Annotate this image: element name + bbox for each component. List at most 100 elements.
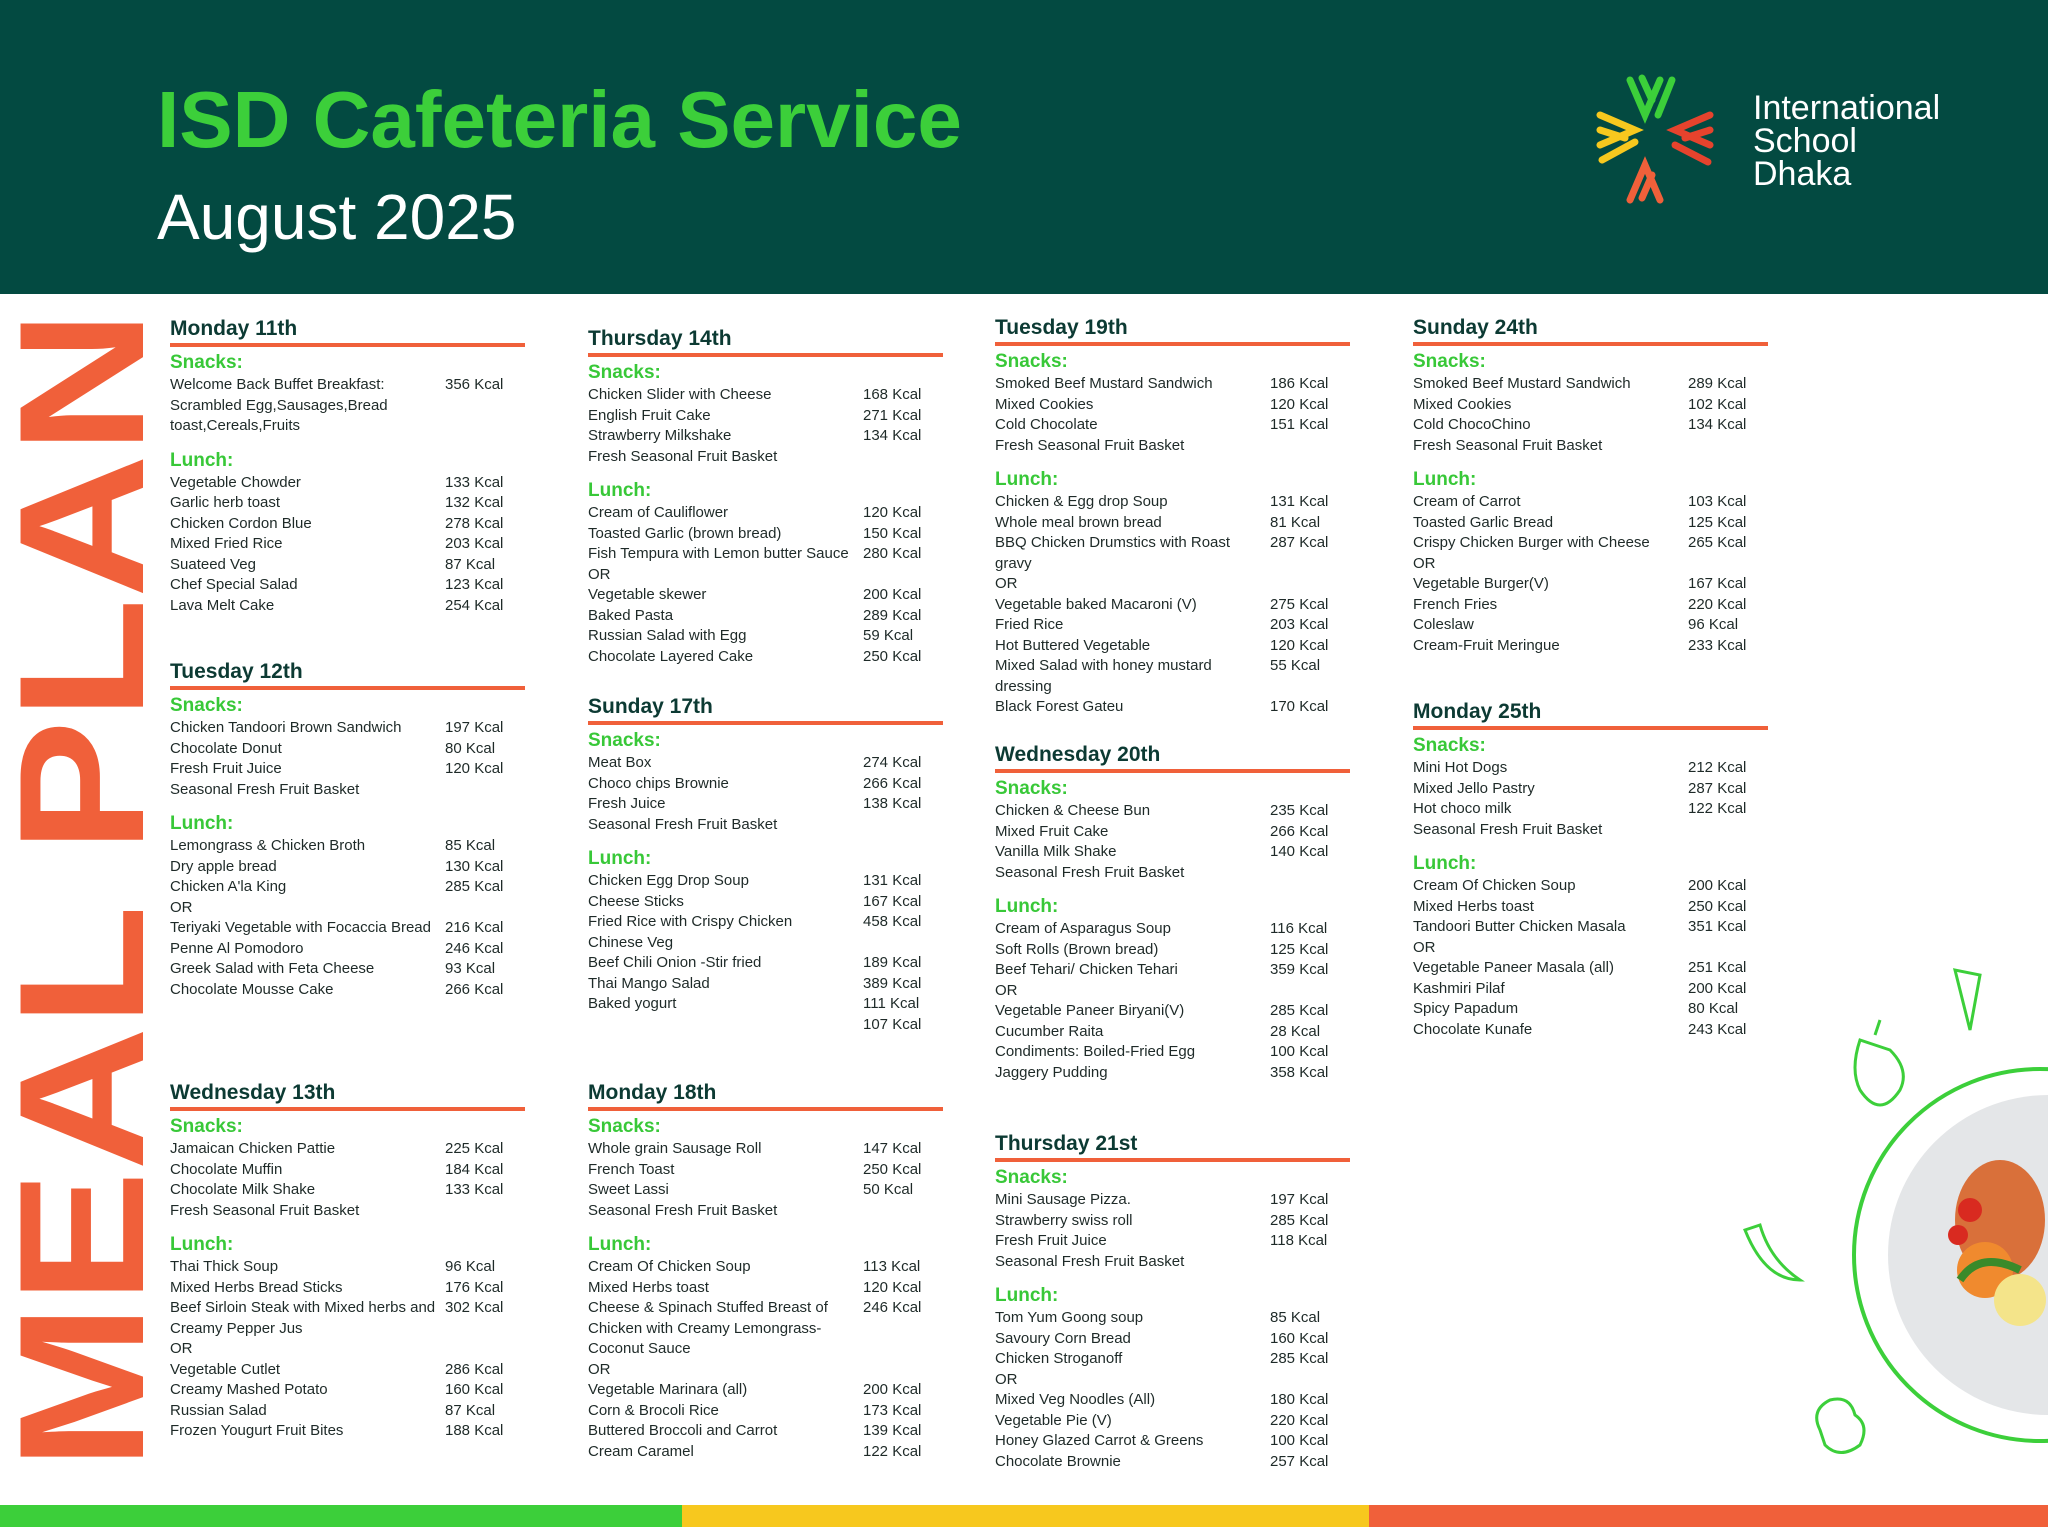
menu-kcal: 289 Kcal (863, 606, 922, 624)
menu-row: Corn & Brocoli Rice 173 Kcal (588, 1401, 943, 1422)
menu-item: Whole grain Sausage Roll (588, 1140, 762, 1157)
snacks-label: Snacks: (995, 351, 1068, 372)
menu-row: Chocolate Layered Cake 250 Kcal (588, 647, 943, 668)
menu-kcal: 220 Kcal (1688, 595, 1747, 613)
menu-row: Cold ChocoChino 134 Kcal (1413, 415, 1768, 436)
menu-row: Toasted Garlic Bread 125 Kcal (1413, 513, 1768, 534)
menu-row: Chicken Egg Drop Soup 131 Kcal (588, 871, 943, 892)
day-block: Monday 25th Snacks: Mini Hot Dogs 212 Kcal M… (1413, 700, 1768, 1040)
menu-row: Russian Salad 87 Kcal (170, 1401, 525, 1422)
menu-item: Mixed Fried Rice (170, 535, 283, 552)
menu-kcal: 55 Kcal (1270, 657, 1321, 674)
menu-kcal: 200 Kcal (863, 586, 922, 603)
menu-kcal: 389 Kcal (863, 974, 922, 992)
menu-row: Chicken Slider with Cheese 168 Kcal (588, 385, 943, 406)
menu-item: Chocolate Milk Shake (170, 1181, 316, 1198)
menu-item: Cream Caramel (588, 1442, 694, 1460)
lunch-label: Lunch: (995, 1285, 1059, 1306)
menu-item: Russian Salad (170, 1401, 267, 1419)
menu-row: Chocolate Donut 80 Kcal (170, 739, 525, 760)
menu-item: Fresh Seasonal Fruit Basket (170, 1201, 360, 1219)
menu-row: 107 Kcal (588, 1015, 943, 1036)
menu-row: Chocolate Kunafe 243 Kcal (1413, 1020, 1768, 1041)
menu-item: Beef Tehari/ Chicken Tehari (995, 961, 1178, 978)
menu-item: Cold ChocoChino (1413, 416, 1531, 433)
menu-row: Vegetable Burger(V) 167 Kcal (1413, 574, 1768, 595)
menu-kcal: 173 Kcal (863, 1401, 922, 1419)
menu-item: Crispy Chicken Burger with Cheese (1413, 534, 1650, 551)
menu-row: Vegetable Cutlet 286 Kcal (170, 1360, 525, 1381)
menu-row: Cream of Asparagus Soup 116 Kcal (995, 919, 1350, 940)
menu-row: Thai Thick Soup 96 Kcal (170, 1257, 525, 1278)
menu-row: Mixed Fried Rice 203 Kcal (170, 534, 525, 555)
menu-row: Seasonal Fresh Fruit Basket (995, 863, 1350, 884)
menu-kcal: 131 Kcal (863, 872, 922, 889)
day-rule (995, 769, 1350, 773)
menu-kcal: 220 Kcal (1270, 1411, 1329, 1429)
snacks-label: Snacks: (588, 362, 661, 383)
menu-row: Choco chips Brownie 266 Kcal (588, 774, 943, 795)
menu-item: Baked Pasta (588, 606, 674, 624)
menu-kcal: 50 Kcal (863, 1181, 914, 1198)
menu-row: Condiments: Boiled-Fried Egg 100 Kcal (995, 1042, 1350, 1063)
logo-text: International School Dhaka (1753, 91, 1940, 193)
menu-item: Mixed Herbs toast (1413, 897, 1534, 915)
menu-kcal: 160 Kcal (445, 1381, 504, 1398)
menu-row: Toasted Garlic (brown bread) 150 Kcal (588, 524, 943, 545)
menu-item: Vegetable Marinara (all) (588, 1381, 748, 1398)
menu-kcal: 200 Kcal (863, 1381, 922, 1398)
menu-row: OR (995, 1370, 1350, 1391)
menu-item: Penne Al Pomodoro (170, 939, 304, 957)
day-block: Tuesday 19th Snacks: Smoked Beef Mustard S… (995, 316, 1350, 718)
menu-item: Meat Box (588, 754, 652, 771)
menu-item: Toasted Garlic Bread (1413, 513, 1554, 531)
logo-line: Dhaka (1753, 155, 1852, 193)
menu-row: Cheese Sticks 167 Kcal (588, 892, 943, 913)
menu-item: Honey Glazed Carrot & Greens (995, 1432, 1204, 1449)
day-title: Monday 25th (1413, 700, 1542, 723)
menu-item: Russian Salad with Egg (588, 627, 747, 644)
menu-kcal: 188 Kcal (445, 1422, 504, 1439)
menu-item: Seasonal Fresh Fruit Basket (588, 1201, 778, 1219)
menu-item: Savoury Corn Bread (995, 1329, 1131, 1347)
lunch-label: Lunch: (170, 813, 234, 834)
menu-row: Hot Buttered Vegetable 120 Kcal (995, 636, 1350, 657)
food-illustration (1743, 968, 2048, 1454)
menu-row: Lava Melt Cake 254 Kcal (170, 596, 525, 617)
menu-kcal: 285 Kcal (1270, 1211, 1329, 1229)
lunch-label: Lunch: (1413, 469, 1477, 490)
menu-row: Tom Yum Goong soup 85 Kcal (995, 1308, 1350, 1329)
menu-kcal: 359 Kcal (1270, 961, 1329, 978)
menu-row: Vegetable Pie (V) 220 Kcal (995, 1411, 1350, 1432)
menu-item: Vegetable Burger(V) (1413, 575, 1549, 592)
menu-item: BBQ Chicken Drumstics with Roast gravy (995, 534, 1231, 572)
menu-item: Chocolate Donut (170, 739, 282, 757)
menu-row: Chinese Veg (588, 933, 943, 954)
menu-item: Vegetable Paneer Biryani(V) (995, 1002, 1185, 1019)
day-block: Thursday 21st Snacks: Mini Sausage Pizza. 1… (995, 1132, 1350, 1472)
menu-row: Coleslaw 96 Kcal (1413, 615, 1768, 636)
day-rule (995, 1158, 1350, 1162)
menu-item: Fresh Juice (588, 795, 666, 812)
menu-item: Choco chips Brownie (588, 774, 729, 792)
menu-kcal: 458 Kcal (863, 913, 922, 930)
menu-item: Seasonal Fresh Fruit Basket (995, 1252, 1185, 1270)
menu-row: Chicken Cordon Blue 278 Kcal (170, 514, 525, 535)
menu-kcal: 176 Kcal (445, 1278, 504, 1296)
snacks-label: Snacks: (995, 778, 1068, 799)
menu-item: Sweet Lassi (588, 1181, 669, 1198)
menu-row: Mixed Fruit Cake 266 Kcal (995, 822, 1350, 843)
menu-item: Mixed Jello Pastry (1413, 779, 1535, 797)
menu-row: Smoked Beef Mustard Sandwich 289 Kcal (1413, 374, 1768, 395)
menu-row: Seasonal Fresh Fruit Basket (1413, 820, 1768, 841)
menu-item: Chicken Cordon Blue (170, 514, 312, 532)
menu-item: Mixed Herbs toast (588, 1278, 709, 1296)
day-title: Tuesday 19th (995, 316, 1128, 339)
snacks-label: Snacks: (588, 1116, 661, 1137)
menu-item: Chicken A'la King (170, 878, 287, 895)
menu-kcal: 285 Kcal (445, 878, 504, 895)
menu-row: Fried Rice with Crispy Chicken 458 Kcal (588, 912, 943, 933)
lunch-label: Lunch: (170, 1234, 234, 1255)
menu-item: Fried Rice with Crispy Chicken (588, 913, 793, 930)
snacks-label: Snacks: (1413, 351, 1486, 372)
